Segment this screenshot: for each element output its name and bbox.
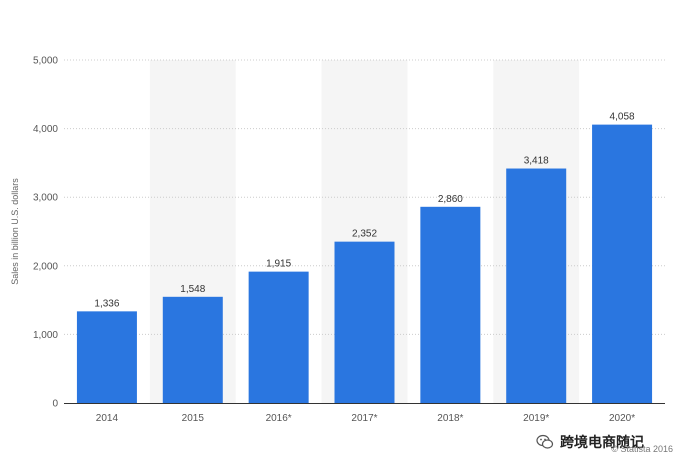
- x-tick-label: 2016*: [266, 413, 292, 424]
- y-tick-label: 3,000: [33, 193, 58, 204]
- bars: [76, 124, 653, 403]
- data-label: 2,860: [438, 194, 463, 205]
- bar: [248, 271, 309, 403]
- x-tick-label: 2015: [182, 413, 205, 424]
- watermark-text: 跨境电商随记: [560, 435, 644, 451]
- bar: [506, 168, 567, 403]
- data-label: 1,336: [94, 298, 119, 309]
- data-label: 4,058: [610, 112, 635, 123]
- x-tick-label: 2017*: [351, 413, 377, 424]
- x-tick-label: 2020*: [609, 413, 635, 424]
- y-tick-label: 1,000: [33, 330, 58, 341]
- y-tick-label: 0: [52, 399, 58, 410]
- wechat-icon: [536, 434, 554, 449]
- y-tick-label: 5,000: [33, 56, 58, 67]
- bar: [76, 311, 137, 403]
- x-tick-label: 2018*: [437, 413, 463, 424]
- bar: [592, 124, 653, 403]
- data-label: 1,548: [180, 284, 205, 295]
- y-axis-ticks: 0 1,000 2,000 3,000 4,000 5,000: [33, 56, 58, 410]
- y-tick-label: 4,000: [33, 124, 58, 135]
- data-labels: 1,336 1,548 1,915 2,352 2,860 3,418 4,058: [94, 112, 635, 310]
- data-label: 2,352: [352, 229, 377, 240]
- x-tick-label: 2019*: [523, 413, 549, 424]
- bar: [334, 241, 395, 403]
- x-tick-label: 2014: [96, 413, 119, 424]
- x-axis-ticks: 2014 2015 2016* 2017* 2018* 2019* 2020*: [96, 413, 635, 424]
- bar: [420, 206, 481, 403]
- bar: [162, 296, 223, 403]
- watermark: 跨境电商随记: [530, 430, 650, 454]
- y-axis-title: Sales in billion U.S. dollars: [10, 178, 20, 285]
- y-tick-label: 2,000: [33, 261, 58, 272]
- data-label: 1,915: [266, 259, 291, 270]
- data-label: 3,418: [524, 156, 549, 167]
- copyright-text: © Statista 2016: [611, 444, 673, 454]
